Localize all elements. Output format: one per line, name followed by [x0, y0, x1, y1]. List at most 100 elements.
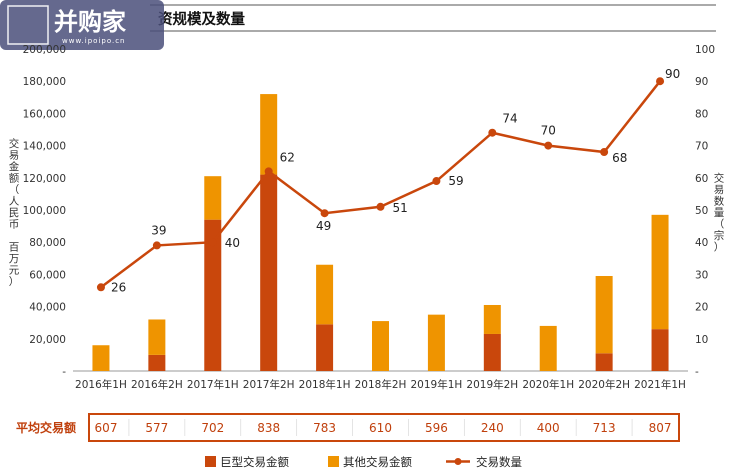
- x-tick-label: 2019年2H: [466, 378, 518, 391]
- legend-other-deals: 其他交易金额: [328, 455, 412, 469]
- avg-row-value: 577: [145, 421, 168, 435]
- deal-count-label: 39: [151, 223, 166, 237]
- y-right-tick-label: 100: [695, 44, 715, 56]
- y-right-tick-label: 10: [695, 334, 708, 346]
- y-left-tick-label: 40,000: [29, 302, 66, 314]
- bar-other-deals: [260, 94, 278, 175]
- bar-other-deals: [204, 176, 222, 220]
- y-right-tick-label: 30: [695, 269, 708, 281]
- avg-row-value: 610: [369, 421, 392, 435]
- deal-count-point: [208, 238, 217, 247]
- legend-label: 其他交易金额: [343, 455, 412, 469]
- x-tick-label: 2016年1H: [75, 378, 127, 391]
- bar-other-deals: [316, 264, 334, 325]
- y-left-tick-label: -: [62, 366, 66, 378]
- logo-url: www.ipoipo.cn: [62, 37, 126, 45]
- x-tick-label: 2017年2H: [243, 378, 295, 391]
- deal-count-point: [488, 128, 497, 137]
- y-right-tick-label: 20: [695, 302, 708, 314]
- deal-count-label: 68: [612, 151, 627, 165]
- deal-count-point: [656, 77, 665, 86]
- bar-other-deals: [148, 319, 166, 355]
- deal-count-point: [600, 148, 609, 157]
- deal-count-point: [152, 241, 161, 250]
- deal-count-label: 40: [225, 236, 240, 250]
- x-tick-label: 2017年1H: [187, 378, 239, 391]
- legend-marker: [454, 458, 462, 465]
- y-left-tick-label: 140,000: [23, 141, 66, 153]
- x-tick-label: 2018年2H: [355, 378, 407, 391]
- y-left-tick-label: 120,000: [23, 173, 66, 185]
- avg-row-label: 平均交易额: [16, 420, 76, 435]
- chart-title: 资规模及数量: [158, 10, 245, 28]
- deal-count-label: 51: [393, 201, 408, 215]
- deal-count-label: 59: [448, 174, 463, 188]
- y-left-axis-title: 交易金额（人民币 百万元）: [9, 137, 20, 288]
- legend-label: 交易数量: [476, 455, 522, 469]
- y-right-tick-label: 90: [695, 76, 708, 88]
- avg-row-value: 713: [593, 421, 616, 435]
- legend-label: 巨型交易金额: [220, 455, 289, 469]
- deal-count-label: 49: [316, 219, 331, 233]
- deal-count-point: [320, 209, 329, 218]
- deal-count-label: 26: [111, 280, 126, 294]
- bar-mega-deals: [148, 354, 166, 371]
- legend-swatch: [205, 456, 216, 467]
- avg-row-value: 596: [425, 421, 448, 435]
- watermark-logo: 并购家 www.ipoipo.cn: [0, 0, 164, 50]
- y-right-tick-label: 40: [695, 237, 708, 249]
- x-tick-label: 2019年1H: [411, 378, 463, 391]
- bar-mega-deals: [316, 324, 334, 371]
- avg-row-value: 838: [257, 421, 280, 435]
- y-left-tick-label: 60,000: [29, 269, 66, 281]
- y-right-tick-label: -: [695, 366, 699, 378]
- bar-other-deals: [427, 314, 445, 371]
- legend-mega-deals: 巨型交易金额: [205, 455, 289, 469]
- avg-row-box: [88, 413, 680, 442]
- avg-row-value: 607: [95, 421, 118, 435]
- deal-count-point: [264, 167, 273, 176]
- y-left-tick-label: 80,000: [29, 237, 66, 249]
- x-tick-label: 2020年2H: [578, 378, 630, 391]
- deal-count-point: [544, 141, 553, 150]
- avg-row-value: 807: [649, 421, 672, 435]
- deal-count-point: [376, 202, 385, 211]
- bar-other-deals: [539, 325, 557, 371]
- deal-count-label: 70: [541, 124, 556, 138]
- avg-row-value: 400: [537, 421, 560, 435]
- y-right-axis-title: 交易数量（宗）: [714, 172, 725, 254]
- chart-bars-icon: [7, 5, 49, 45]
- bar-mega-deals: [595, 353, 613, 371]
- bar-mega-deals: [204, 219, 222, 371]
- y-left-tick-label: 180,000: [23, 76, 66, 88]
- avg-row-value: 702: [201, 421, 224, 435]
- bar-other-deals: [92, 345, 110, 371]
- bar-other-deals: [372, 321, 389, 371]
- bar-other-deals: [595, 276, 613, 354]
- y-right-tick-label: 80: [695, 108, 708, 120]
- x-tick-label: 2021年1H: [634, 378, 686, 391]
- avg-row-value: 240: [481, 421, 504, 435]
- y-left-tick-label: 160,000: [23, 108, 66, 120]
- y-right-tick-label: 60: [695, 173, 708, 185]
- y-left-tick-label: 200,000: [23, 44, 66, 56]
- bar-mega-deals: [483, 333, 501, 371]
- bar-mega-deals: [260, 174, 278, 371]
- deal-count-label: 90: [665, 67, 680, 81]
- deal-count-point: [96, 283, 105, 292]
- bar-other-deals: [651, 214, 669, 330]
- deal-count-label: 74: [502, 112, 517, 126]
- x-tick-label: 2020年1H: [522, 378, 574, 391]
- legend-swatch: [328, 456, 339, 467]
- x-tick-label: 2018年1H: [299, 378, 351, 391]
- y-left-tick-label: 20,000: [29, 334, 66, 346]
- legend-deal-count: 交易数量: [446, 455, 522, 469]
- deal-count-label: 62: [280, 150, 295, 164]
- y-right-tick-label: 50: [695, 205, 708, 217]
- avg-row-value: 783: [313, 421, 336, 435]
- bar-mega-deals: [651, 329, 669, 371]
- y-left-tick-label: 100,000: [23, 205, 66, 217]
- logo-text: 并购家: [54, 8, 126, 36]
- y-right-tick-label: 70: [695, 141, 708, 153]
